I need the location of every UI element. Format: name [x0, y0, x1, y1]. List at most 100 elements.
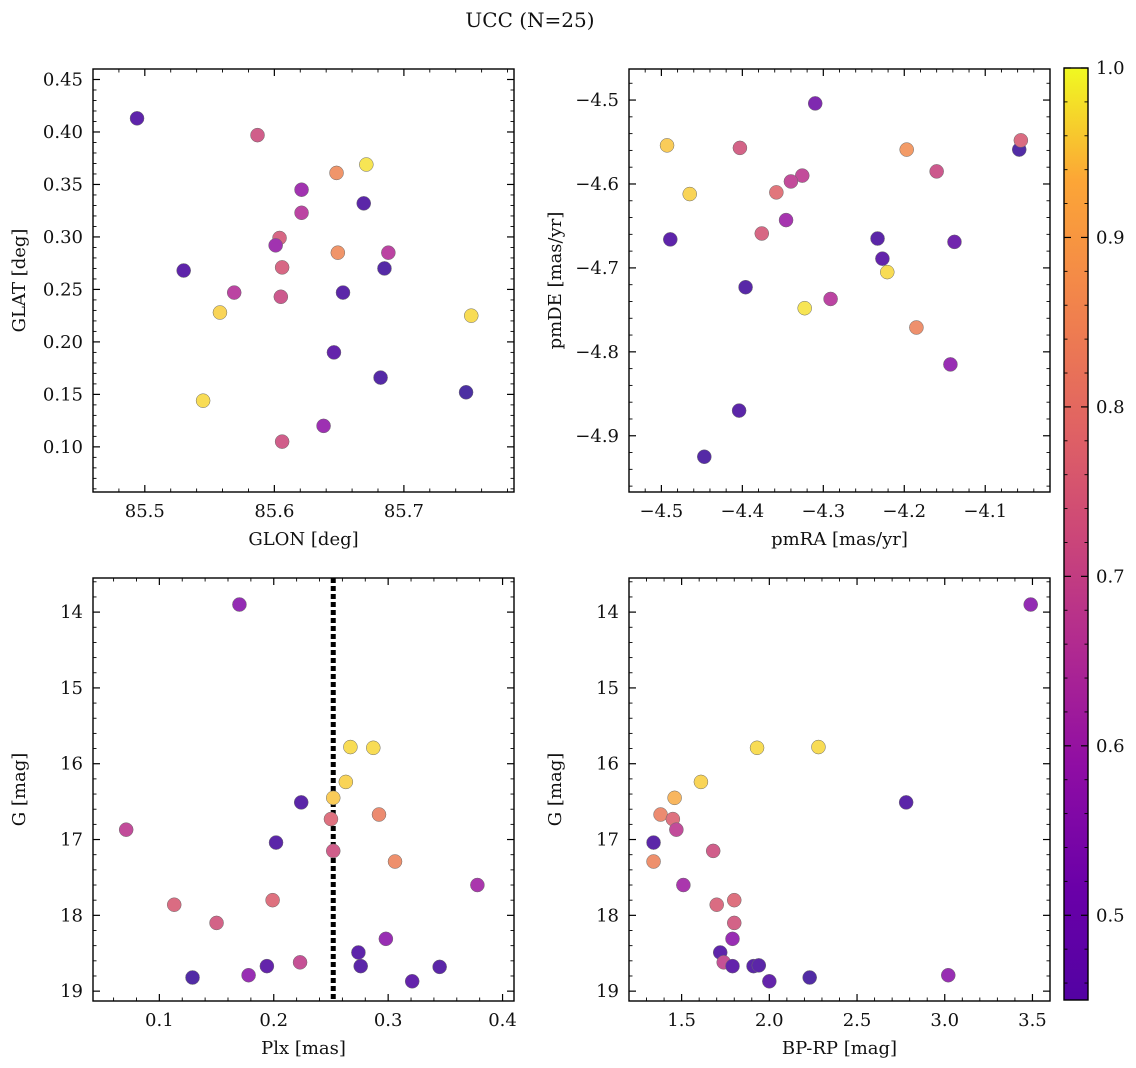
data-point	[669, 822, 684, 837]
data-point	[929, 164, 944, 179]
x-tick-label: 1.5	[667, 1010, 696, 1031]
data-point	[338, 774, 354, 790]
data-point	[751, 958, 767, 973]
colorbar-tick-label: 1.0	[1096, 58, 1125, 79]
data-point	[898, 795, 914, 810]
data-point	[166, 897, 182, 912]
axes-frame	[92, 577, 515, 1002]
data-point	[329, 165, 344, 181]
data-point	[464, 308, 479, 323]
data-point	[795, 168, 810, 183]
y-tick-label: 14	[60, 602, 83, 623]
data-point	[738, 279, 753, 295]
data-point	[325, 843, 341, 859]
y-tick-label: 0.40	[43, 122, 83, 143]
y-tick-label: 0.10	[43, 437, 83, 458]
data-point	[458, 385, 474, 400]
data-point	[899, 142, 914, 157]
y-tick-label: −4.7	[575, 258, 619, 279]
y-tick-label: 14	[596, 602, 619, 623]
y-tick-label: 17	[60, 830, 83, 851]
y-tick-label: −4.8	[575, 342, 619, 363]
colorbar-tick-label: 0.9	[1096, 227, 1125, 248]
colorbar-tick-label: 0.7	[1096, 566, 1125, 587]
data-point	[667, 790, 682, 806]
x-tick-label: 2.5	[843, 1010, 872, 1031]
data-point	[387, 854, 403, 869]
data-point	[381, 245, 396, 260]
data-point	[241, 967, 256, 983]
data-point	[294, 182, 309, 197]
data-point	[378, 931, 394, 947]
colorbar: 0.5 0.6 0.7 0.8 0.9 1.0	[1063, 58, 1125, 1001]
data-point	[797, 300, 812, 316]
data-point	[870, 231, 885, 246]
data-point	[732, 140, 748, 156]
data-point	[646, 835, 661, 850]
data-point	[659, 138, 675, 153]
data-point	[697, 449, 712, 464]
y-axis-label: G [mag]	[545, 753, 566, 826]
x-tick-label: −4.4	[720, 501, 764, 522]
axes-frame	[628, 68, 1051, 493]
y-tick-label: 15	[60, 678, 83, 699]
colorbar-gradient	[1063, 67, 1089, 1001]
data-point	[947, 234, 962, 250]
x-tick-label: 0.3	[374, 1010, 403, 1031]
data-point	[769, 185, 784, 200]
data-point	[725, 958, 740, 974]
x-tick-label: −4.3	[801, 501, 845, 522]
y-tick-label: −4.9	[575, 426, 619, 447]
data-point	[366, 740, 381, 756]
y-tick-label: 0.45	[43, 69, 83, 90]
data-point	[323, 811, 339, 827]
data-point	[880, 264, 895, 280]
colorbar-tick-label: 0.8	[1096, 397, 1125, 418]
axes-frame	[92, 68, 515, 493]
data-point	[273, 289, 289, 305]
data-point	[676, 877, 691, 893]
x-tick-label: −4.1	[963, 501, 1007, 522]
x-tick-label: 85.7	[384, 501, 424, 522]
y-tick-label: 0.35	[43, 174, 83, 195]
data-point	[274, 434, 290, 449]
y-tick-label: −4.5	[575, 90, 619, 111]
data-point	[330, 245, 346, 260]
data-point	[470, 877, 485, 893]
y-tick-label: 0.20	[43, 332, 83, 353]
data-point	[118, 822, 134, 837]
y-tick-label: 15	[596, 678, 619, 699]
data-point	[875, 251, 890, 266]
x-axis-label: pmRA [mas/yr]	[771, 529, 908, 550]
y-tick-label: 16	[60, 754, 83, 775]
data-point	[335, 285, 351, 300]
x-axis-label: GLON [deg]	[248, 529, 358, 550]
data-point	[226, 285, 242, 300]
x-tick-label: 0.4	[488, 1010, 517, 1031]
x-tick-label: 2.0	[755, 1010, 784, 1031]
data-point	[943, 357, 958, 372]
data-point	[259, 958, 275, 974]
data-point	[731, 403, 747, 418]
colorbar-tick-label: 0.6	[1096, 736, 1125, 757]
data-point	[663, 232, 678, 247]
data-point	[811, 739, 826, 755]
y-tick-label: 19	[596, 981, 619, 1002]
y-axis-label: GLAT [deg]	[9, 229, 30, 333]
data-point	[359, 157, 374, 172]
y-tick-label: −4.6	[575, 174, 619, 195]
data-point	[682, 186, 697, 202]
data-point	[802, 970, 817, 985]
data-point	[725, 931, 740, 947]
data-point	[727, 892, 742, 908]
axes-frame	[628, 577, 1051, 1002]
data-point	[778, 212, 794, 228]
data-point	[646, 854, 661, 869]
data-point	[232, 597, 247, 612]
y-tick-label: 0.25	[43, 279, 83, 300]
y-axis-label: pmDE [mas/yr]	[545, 212, 566, 350]
data-point	[353, 958, 368, 974]
data-point	[274, 260, 290, 275]
data-point	[653, 807, 668, 822]
